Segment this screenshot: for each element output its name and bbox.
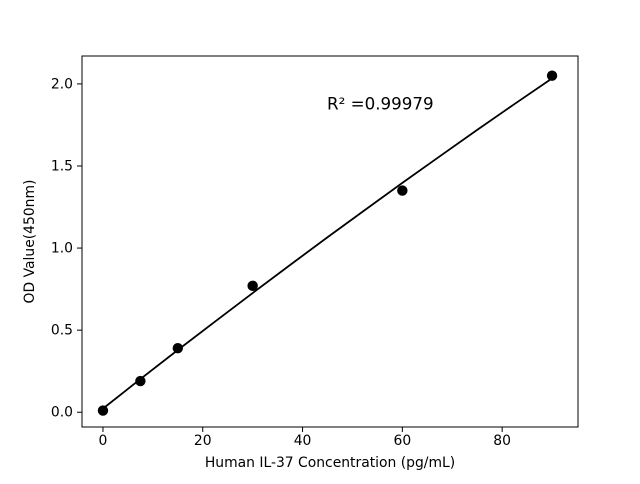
- axes-spines: [81, 55, 579, 428]
- data-point: [546, 70, 558, 81]
- data-point: [97, 405, 109, 416]
- r-squared-annotation: R² =0.99979: [327, 94, 434, 114]
- y-tick-label: 1.5: [51, 158, 73, 174]
- y-tick-label: 0.0: [51, 405, 73, 421]
- data-point: [247, 280, 258, 292]
- x-tick-label: 80: [493, 433, 511, 449]
- x-tick-label: 40: [294, 433, 312, 449]
- plot-area: 0 20 40 60 80 0.0 0.5 1.0 1.5 2.0: [51, 55, 579, 449]
- data-point: [397, 185, 408, 196]
- data-point: [172, 343, 184, 354]
- y-axis-label: OD Value(450nm): [22, 180, 38, 304]
- y-tick-label: 2.0: [51, 76, 73, 92]
- fit-line: [102, 77, 553, 410]
- x-tick-label: 0: [99, 433, 108, 449]
- y-tick-label: 1.0: [51, 241, 73, 257]
- x-tick-label: 60: [394, 433, 412, 449]
- x-tick-label: 20: [194, 433, 212, 449]
- x-axis-label: Human IL-37 Concentration (pg/mL): [205, 455, 455, 471]
- data-point: [135, 375, 146, 387]
- y-tick-label: 0.5: [51, 323, 73, 339]
